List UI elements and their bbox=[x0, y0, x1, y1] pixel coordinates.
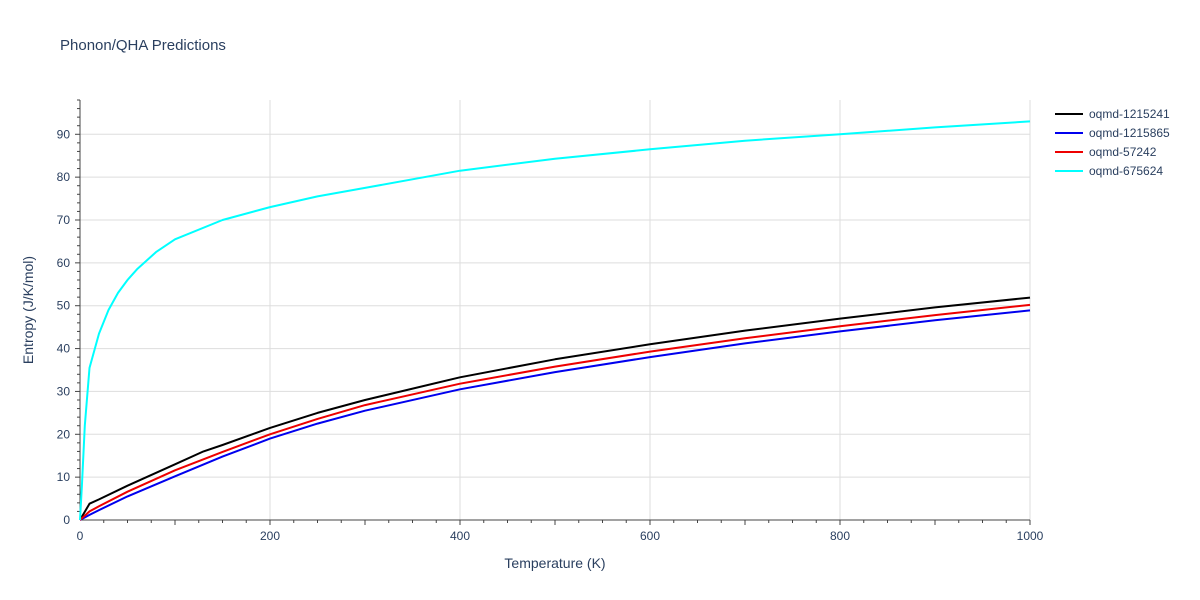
legend-item-oqmd-57242[interactable]: oqmd-57242 bbox=[1055, 145, 1157, 159]
x-axis-title: Temperature (K) bbox=[504, 555, 605, 571]
y-tick-label: 70 bbox=[57, 213, 71, 227]
y-axis-title: Entropy (J/K/mol) bbox=[20, 256, 36, 364]
x-tick-label: 800 bbox=[830, 529, 850, 543]
series-line-oqmd-57242 bbox=[79, 303, 1031, 521]
series-line-oqmd-1215865 bbox=[79, 309, 1031, 521]
y-tick-label: 40 bbox=[57, 342, 71, 356]
x-tick-label: 200 bbox=[260, 529, 280, 543]
grid-lines bbox=[80, 100, 1031, 520]
legend[interactable]: oqmd-1215241 oqmd-1215865 oqmd-57242 oqmd-6… bbox=[1055, 107, 1170, 178]
series-line-oqmd-1215241 bbox=[79, 296, 1031, 521]
legend-item-oqmd-1215865[interactable]: oqmd-1215865 bbox=[1055, 126, 1170, 140]
y-tick-label: 20 bbox=[57, 427, 71, 441]
y-tick-label: 50 bbox=[57, 299, 71, 313]
legend-item-oqmd-1215241[interactable]: oqmd-1215241 bbox=[1055, 107, 1170, 121]
x-tick-label: 0 bbox=[77, 529, 84, 543]
y-tick-label: 0 bbox=[63, 513, 70, 527]
legend-label: oqmd-675624 bbox=[1089, 164, 1163, 178]
y-tick-label: 90 bbox=[57, 127, 71, 141]
chart-title: Phonon/QHA Predictions bbox=[60, 37, 226, 54]
y-tick-label: 80 bbox=[57, 170, 71, 184]
axes: 0 200 400 600 800 1000 0 10 20 30 40 50 60 70 80 90 bbox=[57, 99, 1044, 543]
legend-label: oqmd-1215241 bbox=[1089, 107, 1170, 121]
x-tick-label: 600 bbox=[640, 529, 660, 543]
y-tick-label: 60 bbox=[57, 256, 71, 270]
legend-item-oqmd-675624[interactable]: oqmd-675624 bbox=[1055, 164, 1163, 178]
y-tick-label: 10 bbox=[57, 470, 71, 484]
legend-label: oqmd-1215865 bbox=[1089, 126, 1170, 140]
y-tick-label: 30 bbox=[57, 384, 71, 398]
x-tick-label: 1000 bbox=[1017, 529, 1044, 543]
legend-label: oqmd-57242 bbox=[1089, 145, 1157, 159]
series-line-oqmd-675624 bbox=[79, 120, 1031, 521]
x-tick-label: 400 bbox=[450, 529, 470, 543]
series-lines bbox=[79, 120, 1031, 521]
